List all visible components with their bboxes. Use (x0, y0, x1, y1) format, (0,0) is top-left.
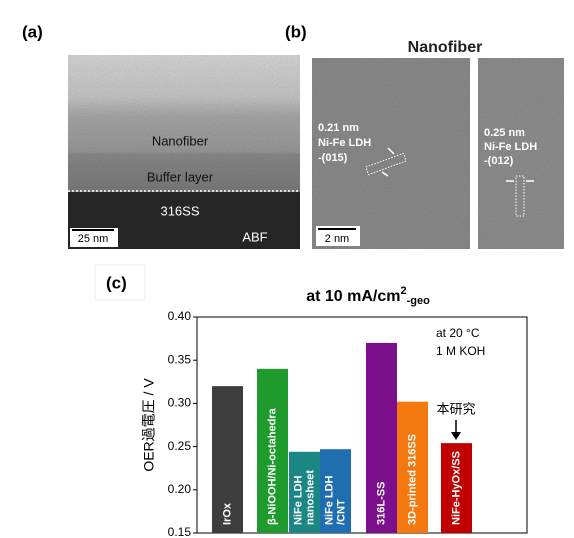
x-category-label: NiFe LDH (323, 475, 335, 525)
image-label: 0.25 nm (484, 127, 525, 139)
chart-title: at 10 mA/cm2-geo (306, 285, 430, 307)
scale-label: 2 nm (325, 233, 349, 245)
chart-title: -geo (407, 295, 431, 307)
image-label: -(015) (318, 152, 348, 164)
x-category-label: NiFe LDHnanosheet (292, 470, 316, 525)
arrow-head (451, 432, 461, 440)
x-category-label: /CNT (335, 499, 347, 525)
x-category-label: 3D-printed 316SS (406, 434, 418, 525)
image-label: Nanofiber (152, 133, 209, 148)
panel-title: Nanofiber (408, 39, 483, 56)
y-tick-label: 0.25 (168, 439, 192, 453)
x-category-label: NiFe LDH (292, 475, 304, 525)
image-label: ABF (242, 229, 267, 244)
image-label: Buffer layer (147, 169, 214, 184)
panel-label: (a) (22, 22, 43, 41)
panel-label: (c) (106, 273, 127, 292)
panel-label: (b) (285, 22, 307, 41)
hrtem-image (478, 58, 564, 249)
image-label: 316SS (160, 203, 199, 218)
image-label: Ni-Fe LDH (318, 137, 371, 149)
y-tick-label: 0.35 (168, 352, 192, 366)
y-axis-label: OER過電圧 / V (141, 378, 157, 472)
y-tick-label: 0.20 (168, 482, 192, 496)
x-category-label: IrOx (221, 502, 233, 525)
x-category-label: 316L-SS (375, 482, 387, 525)
annotation: 1 M KOH (436, 344, 485, 358)
x-category-label: nanosheet (304, 470, 316, 525)
annotation: at 20 °C (436, 326, 480, 340)
figure: (a) Nanofiber Buffer layer 316SS 25 nm A… (0, 0, 574, 538)
y-tick-label: 0.40 (168, 309, 192, 323)
image-label: 0.21 nm (318, 122, 359, 134)
y-tick-label: 0.15 (168, 525, 192, 538)
x-category-label: β-NiOOH/Ni-octahedra (266, 407, 278, 525)
annotation: 本研究 (436, 401, 475, 416)
image-label: Ni-Fe LDH (484, 141, 537, 153)
y-tick-label: 0.30 (168, 396, 192, 410)
scale-label: 25 nm (78, 233, 109, 245)
x-category-label: NiFe-HyOx/SS (450, 451, 462, 525)
x-category-label: IrOx (221, 502, 233, 525)
chart-title: at 10 mA/cm (306, 288, 400, 305)
x-category-label: β-NiOOH/Ni-octahedra (266, 407, 278, 525)
x-category-label: 316L-SS (375, 482, 387, 525)
x-category-label: 3D-printed 316SS (406, 434, 418, 525)
x-category-label: NiFe-HyOx/SS (450, 451, 462, 525)
plot: 0.15 0.20 0.25 0.30 0.35 0.40 IrOx β-NiOOH/Ni-o… (168, 309, 472, 538)
image-label: -(012) (484, 155, 514, 167)
